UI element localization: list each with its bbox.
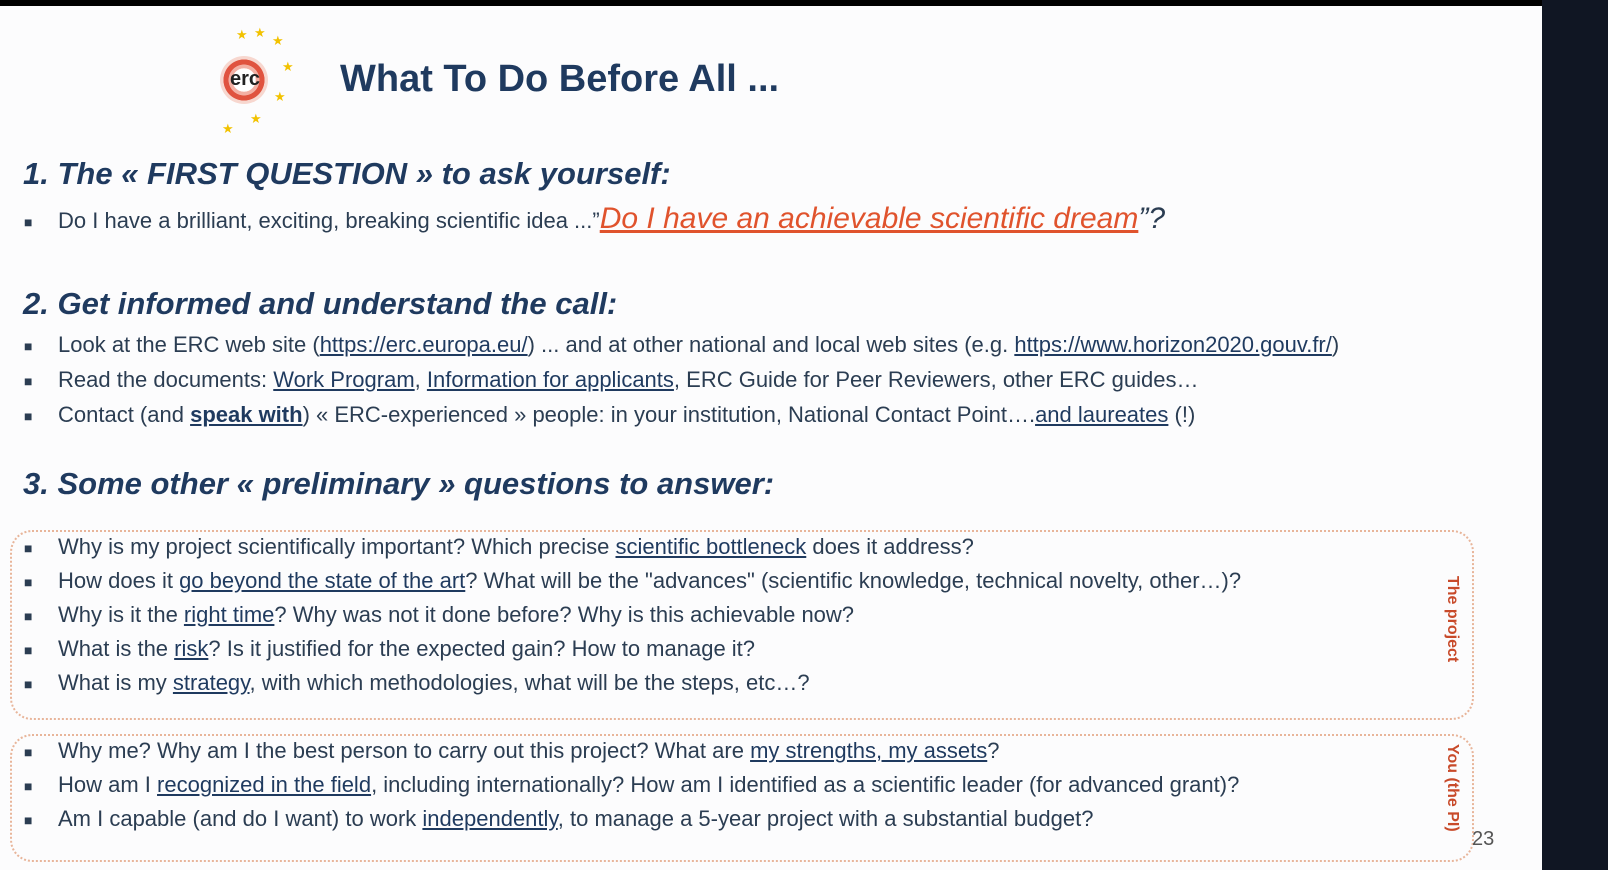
bullet-icon: ■	[24, 214, 33, 231]
star-icon: ★	[222, 121, 234, 136]
bullet-icon: ■	[24, 373, 33, 390]
bullet-icon: ■	[24, 540, 33, 557]
logo-circle	[220, 56, 268, 104]
bullet-icon: ■	[24, 812, 33, 829]
bullet-icon: ■	[24, 574, 33, 591]
project-question-4: ■ What is the risk? Is it justified for t…	[24, 636, 756, 661]
laureates-link[interactable]: and laureates	[1035, 402, 1169, 427]
bullet-icon: ■	[24, 778, 33, 795]
pi-question-3: ■ Am I capable (and do I want) to work in…	[24, 806, 1094, 831]
star-icon: ★	[254, 25, 266, 40]
star-icon: ★	[236, 27, 248, 42]
project-question-3: ■ Why is it the right time? Why was not i…	[24, 602, 855, 627]
project-label: The project	[1444, 576, 1461, 663]
section2-bullet-1: ■ Look at the ERC web site (https://erc.e…	[24, 332, 1340, 357]
star-icon: ★	[274, 89, 286, 104]
project-questions-box	[10, 530, 1474, 720]
bullet-icon: ■	[24, 608, 33, 625]
erc-logo: ★ ★ ★ ★ ★ ★ ★ erc	[218, 25, 300, 138]
section2-heading: 2. Get informed and understand the call:	[23, 286, 618, 321]
logo-text: erc	[229, 68, 261, 90]
star-icon: ★	[250, 111, 262, 126]
bullet-icon: ■	[24, 338, 33, 355]
horizon2020-link[interactable]: https://www.horizon2020.gouv.fr/	[1014, 332, 1332, 357]
section2-bullet-3: ■ Contact (and speak with) « ERC-experien…	[24, 402, 1196, 427]
bullet-icon: ■	[24, 676, 33, 693]
star-icon: ★	[272, 33, 284, 48]
section3-heading: 3. Some other « preliminary » questions …	[23, 466, 775, 501]
speak-with-link[interactable]: speak with	[190, 402, 303, 427]
bullet-icon: ■	[24, 642, 33, 659]
project-question-5: ■ What is my strategy, with which methodo…	[24, 670, 810, 695]
slide: ★ ★ ★ ★ ★ ★ ★ erc What To Do Before All …	[0, 6, 1542, 870]
work-program-link[interactable]: Work Program	[273, 367, 415, 392]
highlight-dream: Do I have an achievable scientific dream	[599, 202, 1139, 235]
top-bar	[0, 0, 1608, 6]
project-question-1: ■ Why is my project scientifically import…	[24, 534, 974, 559]
star-icon: ★	[282, 59, 294, 74]
bullet-icon: ■	[24, 744, 33, 761]
bullet-icon: ■	[24, 408, 33, 425]
pi-question-1: ■ Why me? Why am I the best person to car…	[24, 738, 1000, 763]
section1-heading: 1. The « FIRST QUESTION » to ask yoursel…	[23, 156, 671, 191]
pi-question-2: ■ How am I recognized in the field, inclu…	[24, 772, 1240, 797]
erc-website-link[interactable]: https://erc.europa.eu/	[319, 332, 528, 357]
section2-bullet-2: ■ Read the documents: Work Program, Infor…	[24, 367, 1199, 392]
project-question-2: ■ How does it go beyond the state of the …	[24, 568, 1242, 593]
section1-bullet: ■ Do I have a brilliant, exciting, breaki…	[24, 202, 1166, 235]
right-strip	[1542, 0, 1608, 870]
information-applicants-link[interactable]: Information for applicants	[426, 367, 674, 392]
slide-title: What To Do Before All ...	[340, 58, 780, 100]
pi-label: You (the PI)	[1444, 744, 1461, 832]
pi-questions-box	[10, 734, 1474, 862]
page-number: 23	[1472, 828, 1495, 850]
